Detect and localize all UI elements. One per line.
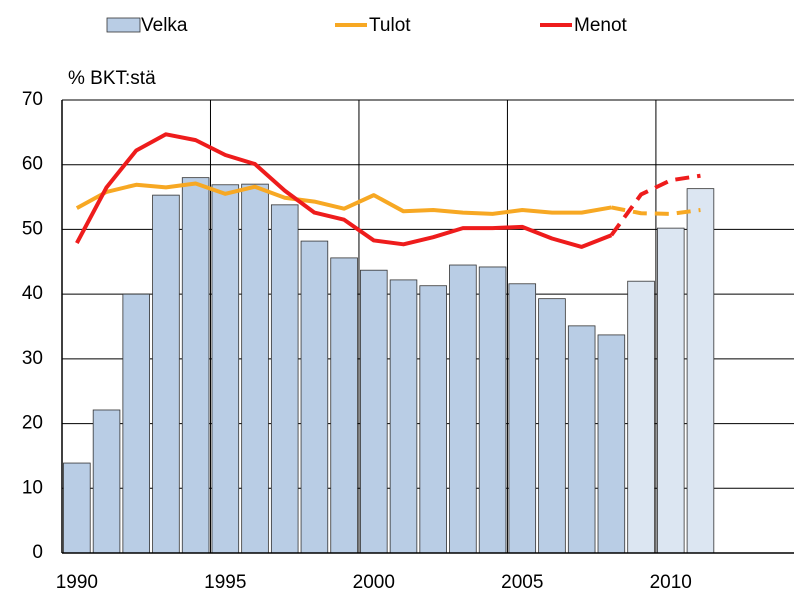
bar (270, 204, 299, 554)
bar (92, 409, 121, 554)
bar (211, 184, 240, 554)
bar (627, 280, 655, 554)
y-tick-label: 0 (32, 542, 43, 563)
line-forecast (609, 173, 701, 237)
bar (300, 240, 329, 554)
bar (656, 227, 685, 554)
bar (360, 269, 388, 554)
y-tick-label: 40 (22, 283, 43, 304)
bar (241, 183, 269, 554)
y-tick-label: 30 (22, 348, 43, 369)
bar (330, 257, 358, 554)
bar (122, 293, 151, 554)
bar (538, 298, 566, 554)
bar (508, 283, 537, 554)
line-forecast (610, 205, 701, 216)
line (75, 132, 613, 249)
legend-label: Menot (574, 15, 628, 36)
bar (686, 188, 715, 554)
x-tick-label: 2005 (501, 572, 543, 593)
y-tick-label: 70 (22, 89, 43, 110)
bar (419, 285, 447, 554)
bar (597, 334, 626, 554)
legend-swatch (106, 17, 141, 33)
bar (152, 194, 180, 554)
x-tick-label: 1990 (56, 572, 98, 593)
x-tick-label: 2000 (353, 572, 395, 593)
bar (449, 264, 477, 554)
legend-label: Tulot (369, 15, 411, 36)
bar (389, 279, 418, 554)
bar (63, 462, 91, 554)
y-tick-label: 60 (22, 154, 43, 175)
line (75, 181, 612, 216)
bar (478, 266, 507, 554)
y-tick-label: 50 (22, 218, 43, 239)
y-tick-label: 20 (22, 413, 43, 434)
bar (181, 177, 210, 554)
x-tick-label: 2010 (650, 572, 692, 593)
y-axis-label: % BKT:stä (68, 68, 156, 89)
x-tick-label: 1995 (204, 572, 246, 593)
y-tick-label: 10 (22, 477, 43, 498)
legend-label: Velka (141, 15, 188, 36)
bar (567, 325, 596, 554)
